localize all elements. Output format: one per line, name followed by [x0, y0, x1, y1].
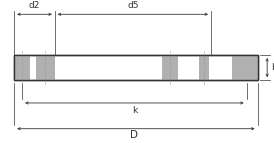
- Text: d2: d2: [29, 1, 40, 10]
- Text: d5: d5: [127, 1, 139, 10]
- Bar: [232, 55, 258, 80]
- Bar: [199, 55, 209, 80]
- Bar: [14, 55, 258, 80]
- Bar: [14, 55, 30, 80]
- Bar: [162, 55, 178, 80]
- Text: D: D: [130, 130, 138, 140]
- Bar: [14, 55, 258, 80]
- Text: k: k: [132, 106, 137, 115]
- Text: b: b: [271, 63, 274, 72]
- Bar: [36, 55, 55, 80]
